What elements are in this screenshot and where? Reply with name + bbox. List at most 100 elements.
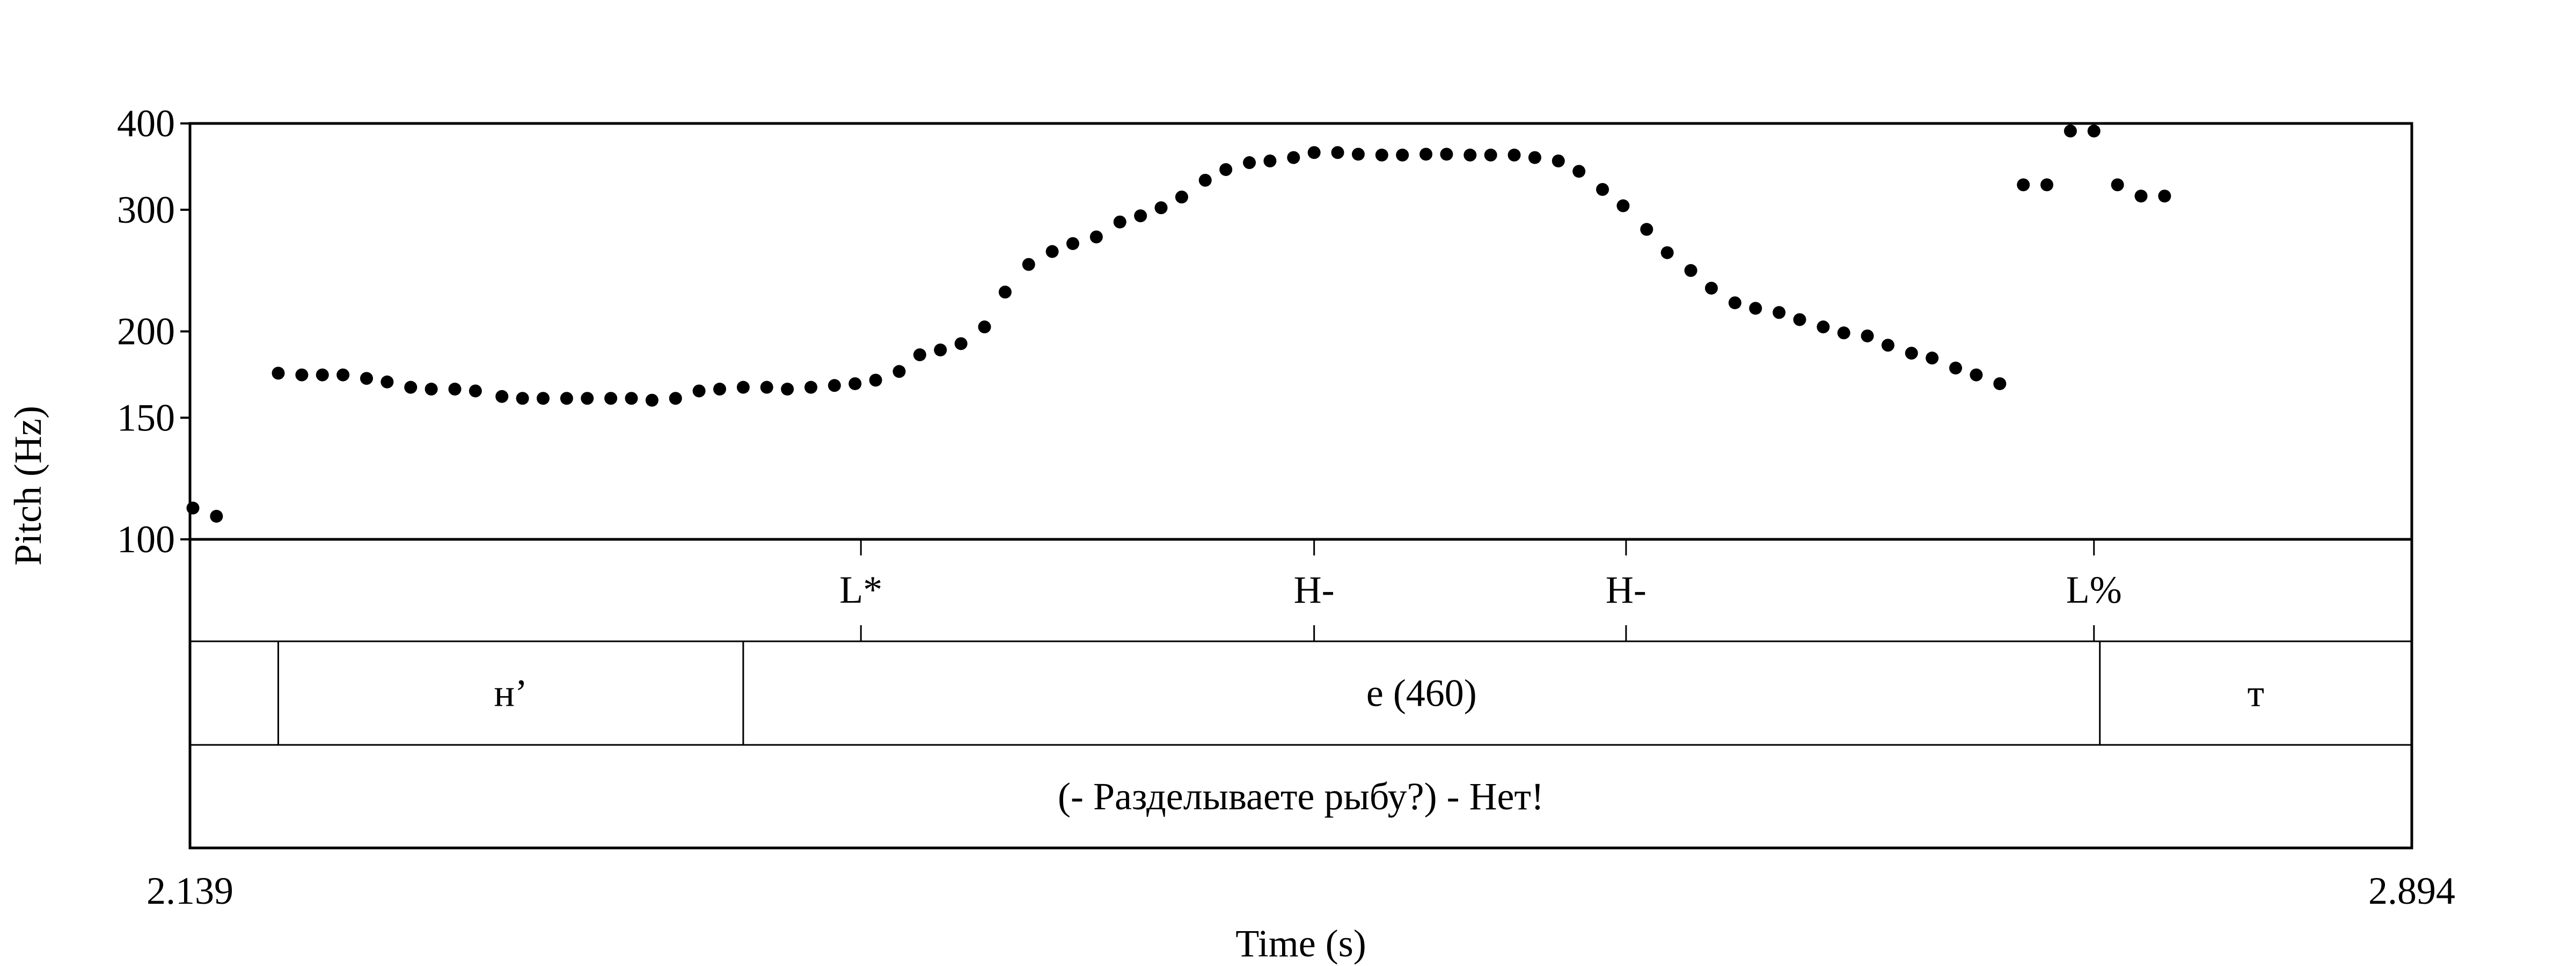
pitch-point — [1375, 148, 1388, 162]
pitch-point — [1817, 320, 1830, 334]
pitch-point — [516, 392, 529, 405]
pitch-point — [604, 392, 618, 405]
pitch-point — [1684, 264, 1697, 277]
pitch-point — [560, 392, 573, 405]
pitch-point — [2134, 189, 2148, 203]
pitch-point — [934, 343, 947, 357]
y-tick-label: 150 — [117, 396, 175, 439]
pitch-point — [1463, 148, 1477, 162]
pitch-point — [1089, 230, 1103, 244]
pitch-point — [336, 368, 350, 382]
pitch-point — [210, 509, 223, 523]
pitch-point — [645, 393, 658, 407]
pitch-point — [581, 392, 594, 405]
pitch-point — [998, 286, 1012, 299]
pitch-point — [1728, 296, 1741, 310]
pitch-point — [1263, 154, 1277, 167]
pitch-point — [1616, 199, 1630, 213]
pitch-point — [360, 372, 374, 385]
pitch-point — [469, 384, 482, 398]
y-tick-label: 400 — [117, 102, 175, 145]
pitch-point — [828, 379, 841, 392]
pitch-point — [1596, 183, 1609, 196]
pitch-point — [869, 374, 882, 387]
pitch-point — [295, 368, 309, 382]
tone-label: H- — [1606, 568, 1646, 611]
pitch-point — [1243, 156, 1256, 170]
pitch-plot-frame — [188, 122, 2413, 541]
pitch-plot-panel: 100 150 200 300 400 — [117, 102, 2413, 561]
pitch-point — [1660, 246, 1674, 259]
pitch-point — [2158, 189, 2171, 203]
pitch-point — [1572, 165, 1586, 178]
pitch-point — [1022, 258, 1035, 271]
pitch-point — [954, 337, 968, 350]
pitch-point — [1219, 163, 1233, 176]
segment-label: н’ — [494, 672, 528, 715]
pitch-point — [1154, 201, 1168, 215]
y-axis-label: Pitch (Hz) — [6, 406, 49, 566]
tone-label: L% — [2066, 568, 2122, 611]
pitch-point — [2087, 125, 2101, 138]
x-tick-label-end: 2.894 — [2368, 869, 2455, 912]
pitch-point — [1881, 339, 1894, 352]
pitch-point — [186, 501, 200, 515]
pitch-point — [1134, 209, 1147, 223]
pitch-point — [272, 367, 285, 380]
pitch-point — [1993, 377, 2007, 390]
pitch-point — [2040, 178, 2054, 192]
pitch-point — [380, 375, 394, 389]
pitch-point — [1793, 313, 1806, 326]
pitch-point — [1773, 306, 1786, 319]
tone-tier: L* H- H- L% — [839, 539, 2122, 641]
pitch-point — [1287, 151, 1300, 164]
pitch-point — [425, 383, 438, 396]
tone-label: L* — [839, 568, 882, 611]
pitch-point — [1351, 148, 1365, 161]
pitch-point — [1175, 191, 1188, 204]
pitch-point — [1528, 151, 1541, 164]
pitch-point — [537, 392, 550, 405]
y-axis-ticks: 100 150 200 300 400 — [117, 102, 190, 561]
pitch-point — [760, 380, 773, 394]
pitch-point — [1640, 223, 1653, 236]
pitch-point — [1440, 148, 1453, 161]
segment-label: т — [2248, 672, 2264, 715]
pitch-point — [736, 380, 750, 394]
pitch-point — [1704, 281, 1718, 295]
pitch-point — [1970, 368, 1983, 382]
pitch-point — [1045, 245, 1059, 258]
pitch-point — [1926, 352, 1939, 365]
pitch-point — [913, 348, 926, 362]
pitch-point — [1307, 146, 1321, 159]
pitch-point — [1507, 148, 1521, 162]
pitch-point — [1331, 146, 1344, 159]
pitch-point — [1837, 326, 1850, 340]
pitch-point — [669, 392, 682, 405]
utterance-label: (- Разделываете рыбу?) - Нет! — [1058, 775, 1544, 818]
y-tick-label: 100 — [117, 518, 175, 561]
pitch-point — [1066, 237, 1080, 250]
y-tick-label: 200 — [117, 310, 175, 353]
pitch-point — [978, 320, 991, 334]
pitch-point — [1905, 347, 1918, 360]
pitch-point — [848, 377, 862, 390]
pitch-point — [2111, 178, 2124, 192]
x-axis-label: Time (s) — [1235, 922, 1366, 965]
annotation-tiers: L* H- H- L% н’ е (460) т (- Разделываете рыбу… — [188, 538, 2413, 850]
pitch-point — [1419, 148, 1433, 161]
pitch-point — [404, 380, 418, 394]
pitch-point — [1552, 154, 1565, 167]
pitch-point — [1861, 329, 1874, 342]
pitch-point — [1949, 361, 1963, 375]
pitch-point — [1198, 173, 1212, 187]
pitch-point — [448, 383, 462, 396]
utterance-tier: (- Разделываете рыбу?) - Нет! — [1058, 775, 1544, 818]
tone-label: H- — [1294, 568, 1335, 611]
segment-tier: н’ е (460) т — [277, 641, 2264, 745]
pitch-point — [713, 383, 727, 396]
pitch-point — [781, 383, 794, 396]
pitch-points — [186, 125, 2171, 523]
pitch-point — [804, 380, 818, 394]
